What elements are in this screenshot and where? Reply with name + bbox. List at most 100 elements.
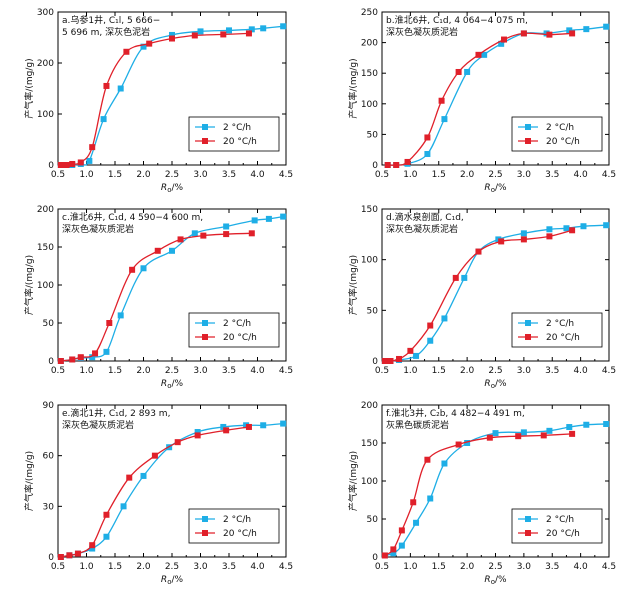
data-point-20c bbox=[63, 162, 70, 168]
data-point-2c bbox=[103, 348, 110, 355]
y-tick-label: 250 bbox=[361, 8, 378, 18]
data-point-20c bbox=[103, 511, 110, 518]
legend-marker bbox=[525, 530, 531, 536]
x-tick-label: 3.0 bbox=[193, 562, 208, 572]
chart-panel-3: 0.5 1.0 1.5 2.0 2.5 3.0 3.5 4.0 4.5 0 50 100 150 Ro/%… bbox=[347, 205, 616, 390]
x-tick-label: 1.0 bbox=[79, 366, 94, 376]
y-axis-label: 产气率/(mg/g) bbox=[23, 255, 35, 315]
panel-annotation: f.淮北3井, C₂b, 4 482−4 491 m, bbox=[386, 407, 525, 419]
legend-label: 20 °C/h bbox=[546, 137, 580, 147]
x-tick-label: 4.5 bbox=[602, 366, 616, 376]
data-point-20c bbox=[69, 160, 76, 167]
y-tick-label: 150 bbox=[361, 69, 378, 79]
x-tick-label: 4.0 bbox=[573, 170, 588, 180]
data-point-2c bbox=[280, 23, 287, 30]
data-point-2c bbox=[191, 230, 198, 237]
x-tick-label: 1.5 bbox=[108, 562, 122, 572]
data-point-20c bbox=[410, 499, 417, 506]
x-tick-label: 2.0 bbox=[460, 366, 475, 376]
x-tick-label: 0.5 bbox=[51, 366, 65, 376]
data-point-20c bbox=[569, 227, 576, 234]
legend: 2 °C/h 20 °C/h bbox=[511, 312, 603, 348]
x-tick-label: 4.0 bbox=[573, 562, 588, 572]
data-point-20c bbox=[191, 32, 198, 39]
x-axis-label: Ro/% bbox=[161, 183, 184, 194]
data-point-20c bbox=[569, 430, 576, 437]
y-tick-label: 60 bbox=[43, 452, 55, 462]
x-tick-label: 4.5 bbox=[602, 562, 616, 572]
data-point-20c bbox=[77, 354, 84, 361]
data-point-2c bbox=[413, 352, 420, 359]
x-tick-label: 3.0 bbox=[517, 562, 532, 572]
y-tick-label: 0 bbox=[372, 553, 378, 563]
data-point-20c bbox=[66, 552, 73, 559]
data-point-20c bbox=[520, 236, 527, 243]
data-point-2c bbox=[223, 223, 230, 230]
data-point-20c bbox=[245, 423, 252, 430]
legend-marker bbox=[202, 530, 208, 536]
y-tick-label: 50 bbox=[367, 515, 379, 525]
legend-marker bbox=[525, 138, 531, 144]
data-point-2c bbox=[140, 472, 147, 479]
legend-marker bbox=[202, 516, 208, 522]
x-tick-label: 2.5 bbox=[165, 366, 179, 376]
x-tick-label: 2.0 bbox=[460, 170, 475, 180]
y-tick-label: 90 bbox=[43, 401, 55, 411]
x-tick-label: 0.5 bbox=[375, 562, 389, 572]
legend: 2 °C/h 20 °C/h bbox=[188, 508, 280, 544]
x-tick-label: 2.0 bbox=[136, 562, 151, 572]
x-axis-label: Ro/% bbox=[161, 379, 184, 390]
x-tick-label: 2.0 bbox=[136, 170, 151, 180]
data-point-20c bbox=[248, 230, 255, 237]
data-point-20c bbox=[194, 432, 201, 439]
x-tick-label: 1.5 bbox=[108, 366, 122, 376]
data-point-2c bbox=[427, 495, 434, 502]
data-point-2c bbox=[103, 533, 110, 540]
data-point-20c bbox=[475, 51, 482, 58]
data-point-2c bbox=[481, 51, 488, 58]
data-point-2c bbox=[89, 545, 96, 552]
y-tick-label: 100 bbox=[361, 477, 378, 487]
legend-marker bbox=[202, 138, 208, 144]
chart-panel-0: 0.5 1.0 1.5 2.0 2.5 3.0 3.5 4.0 4.5 0 100 200 300 Ro/… bbox=[23, 8, 293, 194]
legend: 2 °C/h 20 °C/h bbox=[511, 116, 603, 152]
x-tick-label: 0.5 bbox=[51, 562, 65, 572]
data-point-20c bbox=[427, 322, 434, 329]
x-axis-label: Ro/% bbox=[484, 379, 507, 390]
y-tick-label: 200 bbox=[361, 39, 378, 49]
x-tick-label: 2.5 bbox=[488, 170, 502, 180]
y-axis-label: 产气率/(mg/g) bbox=[347, 451, 359, 511]
data-point-2c bbox=[265, 215, 272, 222]
x-tick-label: 3.5 bbox=[222, 562, 236, 572]
y-tick-label: 100 bbox=[361, 256, 378, 266]
legend-marker bbox=[525, 334, 531, 340]
data-point-2c bbox=[464, 440, 471, 446]
data-point-2c bbox=[140, 265, 147, 272]
data-point-20c bbox=[393, 162, 400, 168]
y-tick-label: 200 bbox=[361, 401, 378, 411]
data-point-20c bbox=[74, 550, 81, 557]
x-tick-label: 1.0 bbox=[403, 562, 418, 572]
data-point-2c bbox=[563, 225, 570, 232]
legend-label: 20 °C/h bbox=[223, 529, 257, 539]
x-tick-label: 4.5 bbox=[279, 170, 293, 180]
data-point-2c bbox=[248, 26, 255, 33]
data-point-2c bbox=[441, 116, 448, 123]
data-point-20c bbox=[540, 432, 547, 439]
x-tick-label: 2.0 bbox=[460, 562, 475, 572]
legend-marker bbox=[202, 334, 208, 340]
panel-annotation: c.淮北6井, C₁d, 4 590−4 600 m, bbox=[62, 211, 203, 223]
legend-marker bbox=[202, 320, 208, 326]
x-tick-label: 2.5 bbox=[488, 366, 502, 376]
x-tick-label: 0.5 bbox=[375, 366, 389, 376]
y-tick-label: 100 bbox=[361, 100, 378, 110]
x-tick-label: 2.5 bbox=[488, 562, 502, 572]
data-point-2c bbox=[197, 28, 204, 35]
data-point-20c bbox=[569, 30, 576, 37]
x-tick-label: 3.0 bbox=[517, 366, 532, 376]
data-point-20c bbox=[398, 527, 405, 534]
data-point-20c bbox=[455, 441, 462, 448]
y-tick-label: 0 bbox=[48, 161, 54, 171]
legend-box bbox=[188, 508, 280, 544]
